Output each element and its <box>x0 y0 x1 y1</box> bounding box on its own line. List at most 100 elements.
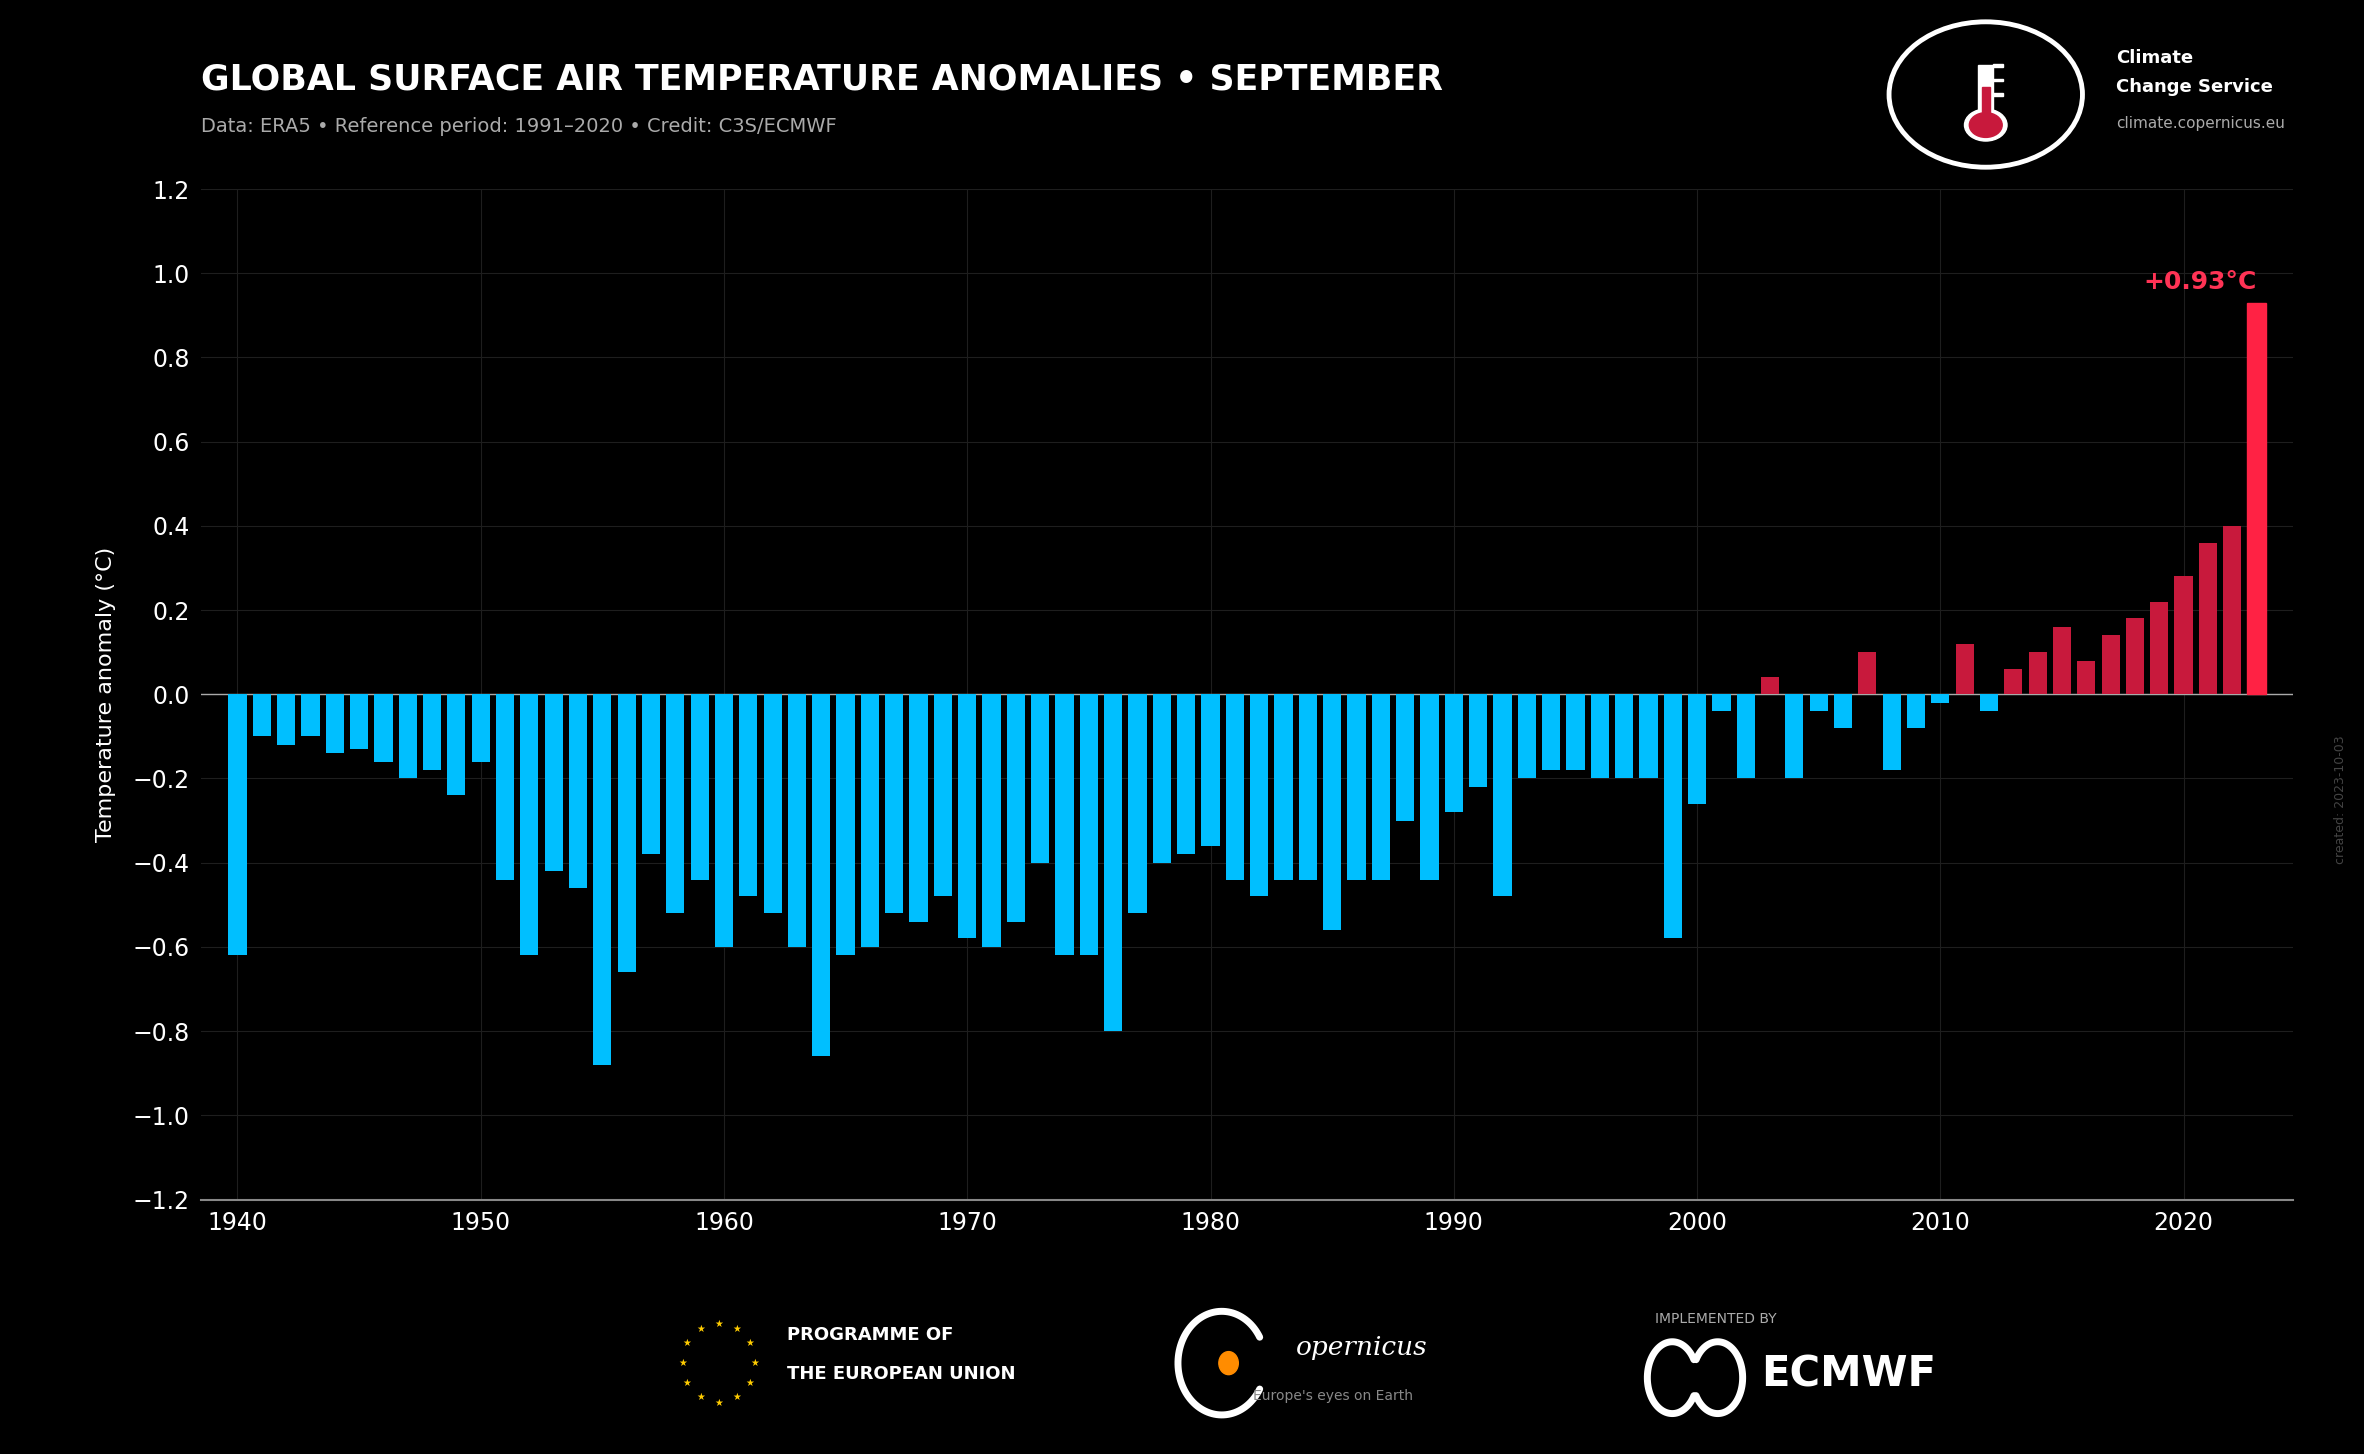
Bar <box>860 695 879 947</box>
Bar <box>570 695 586 888</box>
Bar <box>1981 87 1990 119</box>
Bar <box>1080 695 1097 955</box>
Text: ECMWF: ECMWF <box>1761 1354 1936 1394</box>
Bar <box>1128 695 1147 913</box>
Bar <box>1712 695 1730 711</box>
Bar <box>910 695 927 922</box>
Bar <box>2102 635 2121 695</box>
Text: ★: ★ <box>683 1338 693 1348</box>
Bar <box>2151 602 2168 695</box>
Bar <box>1397 695 1414 820</box>
Bar <box>1834 695 1851 728</box>
Bar <box>1761 678 1780 695</box>
Bar <box>2052 627 2071 695</box>
Bar <box>2248 302 2265 695</box>
Bar <box>1201 695 1220 846</box>
Bar <box>1615 695 1634 778</box>
Bar <box>643 695 660 855</box>
Bar <box>1468 695 1487 787</box>
Bar <box>423 695 442 771</box>
Circle shape <box>1220 1352 1239 1374</box>
Bar <box>1104 695 1123 1031</box>
Bar <box>496 695 513 880</box>
Bar <box>1054 695 1073 955</box>
Bar <box>934 695 953 896</box>
Bar <box>1518 695 1537 778</box>
Text: ★: ★ <box>714 1319 723 1329</box>
Bar <box>813 695 830 1057</box>
Bar <box>1421 695 1440 880</box>
Bar <box>520 695 539 955</box>
Bar <box>1007 695 1026 922</box>
Bar <box>1981 695 1998 711</box>
Bar <box>1177 695 1196 855</box>
Bar <box>229 695 246 955</box>
Bar <box>1567 695 1584 771</box>
Text: Europe's eyes on Earth: Europe's eyes on Earth <box>1253 1389 1414 1403</box>
Bar <box>837 695 856 955</box>
Bar <box>787 695 806 947</box>
Text: Climate: Climate <box>2116 49 2194 67</box>
Bar <box>1993 93 2002 96</box>
Text: +0.93°C: +0.93°C <box>2144 270 2258 294</box>
Bar <box>1324 695 1340 931</box>
Bar <box>714 695 733 947</box>
Text: GLOBAL SURFACE AIR TEMPERATURE ANOMALIES • SEPTEMBER: GLOBAL SURFACE AIR TEMPERATURE ANOMALIES… <box>201 63 1442 97</box>
Bar <box>1882 695 1901 771</box>
Bar <box>1591 695 1610 778</box>
Text: IMPLEMENTED BY: IMPLEMENTED BY <box>1655 1312 1775 1326</box>
Bar <box>1225 695 1243 880</box>
Bar <box>1251 695 1269 896</box>
Text: ★: ★ <box>745 1338 754 1348</box>
Text: Change Service: Change Service <box>2116 79 2272 96</box>
Bar <box>2222 526 2241 695</box>
Circle shape <box>1969 113 2002 138</box>
Bar <box>617 695 636 973</box>
Bar <box>1858 653 1877 695</box>
Bar <box>740 695 756 896</box>
Bar <box>884 695 903 913</box>
Bar <box>1738 695 1754 778</box>
Bar <box>764 695 782 913</box>
Bar <box>2125 618 2144 695</box>
Text: ★: ★ <box>678 1358 686 1368</box>
Bar <box>957 695 976 938</box>
Bar <box>1979 65 1993 116</box>
Text: Data: ERA5 • Reference period: 1991–2020 • Credit: C3S/ECMWF: Data: ERA5 • Reference period: 1991–2020… <box>201 116 837 137</box>
Bar <box>1785 695 1804 778</box>
Text: opernicus: opernicus <box>1295 1335 1428 1361</box>
Text: ★: ★ <box>745 1378 754 1389</box>
Text: ★: ★ <box>695 1393 704 1402</box>
Bar <box>1993 64 2002 67</box>
Bar <box>2005 669 2024 695</box>
Text: ★: ★ <box>714 1397 723 1407</box>
Text: ★: ★ <box>733 1393 742 1402</box>
Bar <box>1031 695 1050 862</box>
Bar <box>544 695 563 871</box>
Bar <box>277 695 296 744</box>
Text: climate.copernicus.eu: climate.copernicus.eu <box>2116 116 2284 131</box>
Text: created: 2023-10-03: created: 2023-10-03 <box>2336 736 2347 864</box>
Bar <box>2199 542 2217 695</box>
Bar <box>447 695 466 795</box>
Bar <box>400 695 416 778</box>
Bar <box>690 695 709 880</box>
Text: ★: ★ <box>752 1358 759 1368</box>
Bar <box>1347 695 1366 880</box>
Bar <box>1955 644 1974 695</box>
Bar <box>1808 695 1827 711</box>
Bar <box>983 695 1000 947</box>
Y-axis label: Temperature anomaly (°C): Temperature anomaly (°C) <box>97 547 116 842</box>
Bar <box>350 695 369 749</box>
Bar <box>1154 695 1170 862</box>
Bar <box>667 695 686 913</box>
Bar <box>1688 695 1707 804</box>
Bar <box>1664 695 1681 938</box>
Bar <box>1444 695 1463 813</box>
Bar <box>374 695 392 762</box>
Bar <box>593 695 612 1064</box>
Text: ★: ★ <box>695 1325 704 1333</box>
Text: THE EUROPEAN UNION: THE EUROPEAN UNION <box>787 1365 1017 1383</box>
Bar <box>1931 695 1950 702</box>
Bar <box>1371 695 1390 880</box>
